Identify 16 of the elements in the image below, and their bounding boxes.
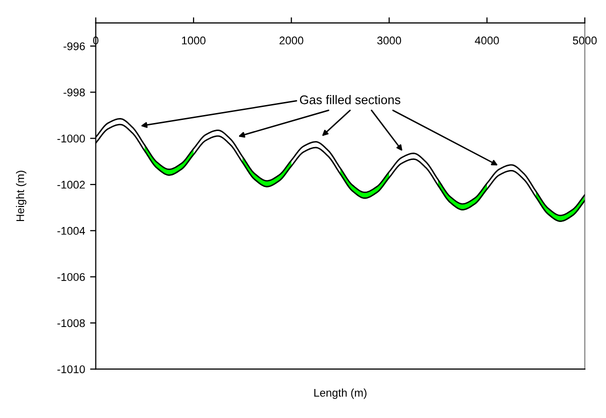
x-tick-label: 3000 [377,36,402,44]
y-tick-label: -1008 [57,319,85,328]
y-tick-label: -1002 [57,180,85,189]
y-tick-label: -1006 [57,273,85,281]
annotation: Gas filled sections [300,95,400,104]
y-tick-label: -1004 [57,226,86,235]
x-tick-label: 5000 [572,36,597,44]
x-axis-title: Length (m) [314,388,366,399]
x-tick-label: 1000 [182,36,206,44]
y-tick-label: -998 [64,88,85,96]
x-tick-label: 4000 [474,36,499,44]
y-tick-label: -996 [64,42,85,50]
y-tick-label: -1010 [57,365,85,374]
y-tick-label: -1000 [57,134,85,142]
y-axis-title: Height (m) [16,170,26,222]
x-tick-label: 2000 [280,36,304,44]
